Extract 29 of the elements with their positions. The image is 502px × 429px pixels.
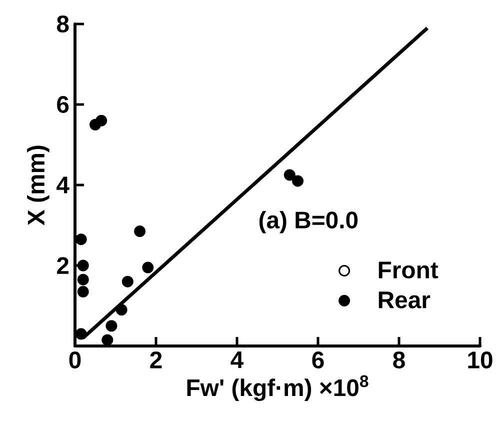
point [77,286,89,298]
legend-label: Front [378,262,438,278]
point [75,328,87,340]
point [96,114,108,126]
y-tick-label: 8 [56,16,69,32]
point [122,276,134,288]
point [102,334,114,346]
legend-title: (a) B=0.0 [259,210,358,234]
legend-label: Rear [378,292,430,308]
x-tick-label: 4 [230,352,244,368]
x-tick-label: 6 [312,352,324,368]
y-tick-label: 2 [57,257,69,274]
x-tick-label: 10 [468,352,492,368]
point [75,234,87,246]
x-tick-label: 8 [393,352,405,368]
y-tick-label: 4 [56,176,70,194]
point [106,320,118,332]
point [284,169,296,181]
point [116,304,128,316]
x-axis-title: Fw' (kgf·m) ×10$^{8}$ [187,375,368,402]
point [292,175,304,187]
point [142,262,154,274]
point [134,226,146,238]
point [77,274,89,286]
point [77,260,89,272]
y-axis-title: X (mm) [27,146,50,226]
x-tick-label: 0 [69,352,81,368]
x-tick-label: 2 [150,352,162,368]
y-tick-label: 6 [57,96,69,113]
